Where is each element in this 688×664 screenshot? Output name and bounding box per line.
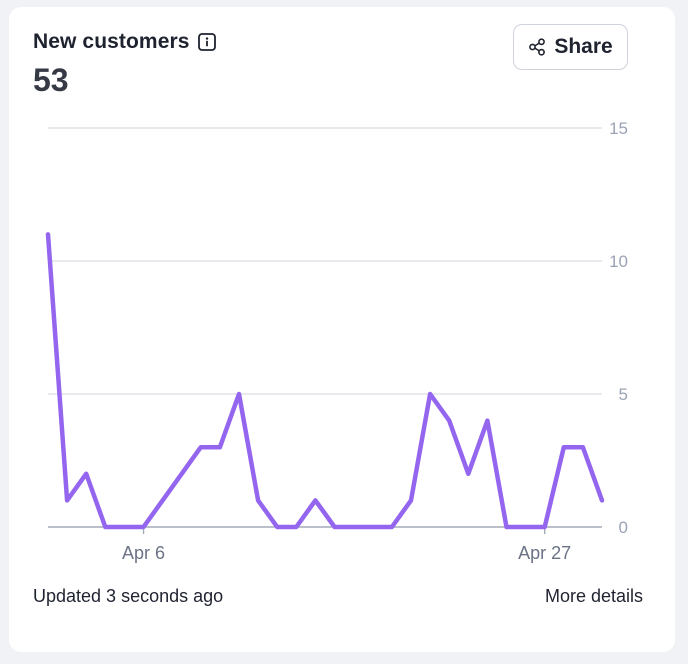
- card-title: New customers: [33, 30, 190, 53]
- info-icon[interactable]: [197, 33, 216, 51]
- share-label: Share: [554, 35, 613, 58]
- customers-line-chart: 0 5 10 15 Apr 6 Apr 27: [45, 119, 628, 563]
- more-details-link[interactable]: More details: [544, 586, 643, 606]
- share-icon: [528, 38, 546, 56]
- y-tick-label: 10: [609, 252, 628, 271]
- share-button[interactable]: Share: [513, 24, 628, 70]
- metric-value: 53: [33, 62, 69, 98]
- y-tick-label: 0: [619, 518, 628, 537]
- y-tick-label: 15: [609, 119, 628, 138]
- updated-text: Updated 3 seconds ago: [33, 586, 224, 606]
- x-tick-label: Apr 6: [122, 543, 165, 563]
- x-tick-label: Apr 27: [518, 543, 571, 563]
- card-header: New customers: [33, 30, 216, 54]
- new-customers-card: [9, 7, 675, 652]
- y-tick-label: 5: [619, 385, 628, 404]
- series-line: [45, 232, 605, 530]
